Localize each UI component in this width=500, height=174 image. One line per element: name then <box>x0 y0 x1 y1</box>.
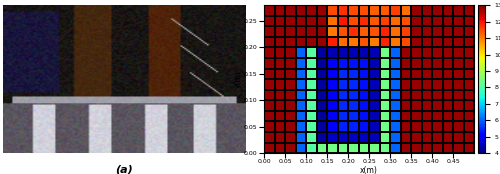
Y-axis label: y(m): y(m) <box>234 70 242 88</box>
X-axis label: x(m): x(m) <box>360 166 378 174</box>
Text: (a): (a) <box>115 165 132 174</box>
